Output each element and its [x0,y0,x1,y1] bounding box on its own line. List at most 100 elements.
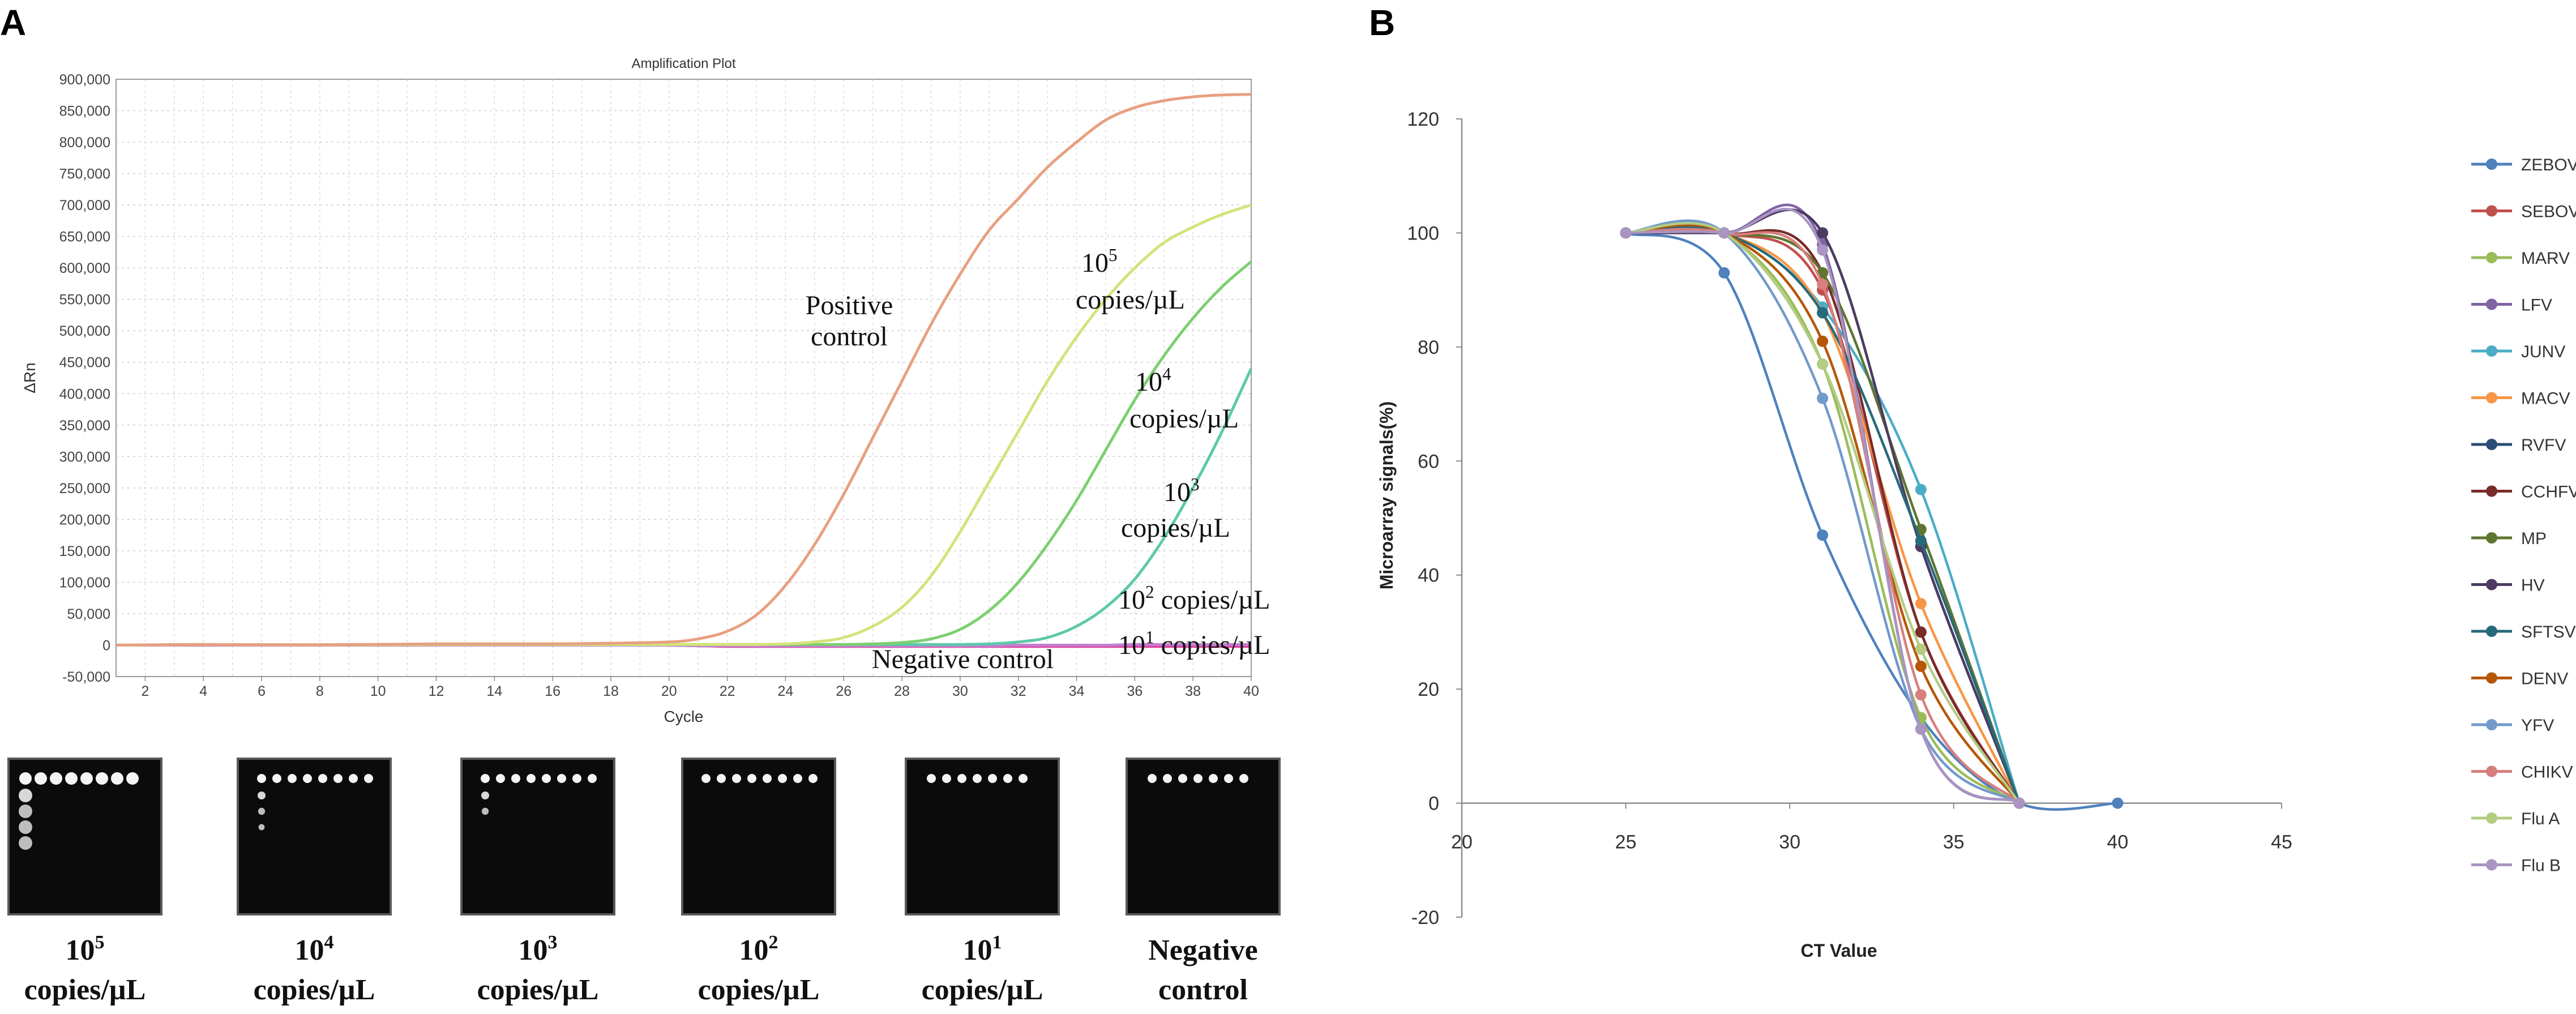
gel-side-dot [258,807,266,815]
legend-label: SEBOV [2521,203,2576,221]
y-tick-label: 450,000 [59,355,110,371]
y-tick-label: 850,000 [59,104,110,119]
data-point [1915,598,1927,610]
gel-frame [460,758,615,915]
series-line [115,93,1252,647]
gel-dot [272,774,281,783]
legend-marker [2486,719,2497,730]
legend-item: LFV [2471,296,2552,315]
gel-dot [1224,774,1233,783]
data-point [1817,358,1829,370]
legend-label: Flu A [2521,810,2560,828]
x-tick-label: 24 [778,683,794,699]
gel-label-line1: Negative [1148,934,1257,966]
y-tick-label: 50,000 [67,606,110,622]
gel-dot [1003,774,1012,783]
gel-frame [7,758,162,915]
gel-frame [1126,758,1281,915]
series-line [1625,219,2020,805]
gel-dot [588,774,597,783]
x-tick-label: 20 [661,683,677,699]
x-tick-label: 10 [370,683,386,699]
gel-dot [126,772,139,785]
x-tick-label: 34 [1069,683,1085,699]
x-tick-label: 45 [2271,832,2292,853]
gel-dot [527,774,536,783]
annot-positive-control-line: control [811,322,888,352]
y-tick-label: 300,000 [59,449,110,465]
gel-dot [80,772,93,785]
legend-marker [2486,672,2497,684]
y-tick-label: 0 [1428,793,1439,815]
x-tick-label: 25 [1615,832,1637,853]
y-tick-label: 500,000 [59,323,110,339]
annot-negative-control: Negative control [872,644,1054,674]
gel-dot [303,774,312,783]
y-tick-label: 600,000 [59,260,110,276]
x-tick-label: 40 [2107,832,2128,853]
data-point [1817,335,1829,347]
x-tick-label: 30 [1779,832,1800,853]
gel-frame [905,758,1060,915]
data-point [1915,643,1927,655]
gel-dot [481,774,490,783]
gel-side-dot [481,791,489,799]
legend-marker [2486,765,2497,777]
gel-label-line2: copies/µL [698,974,820,1006]
y-tick-label: 700,000 [59,198,110,213]
x-tick-label: 6 [258,683,266,699]
legend-label: Flu B [2521,857,2561,875]
y-tick-label: 400,000 [59,386,110,402]
gel-dot [557,774,566,783]
gel-label-line2: copies/µL [254,974,375,1006]
amplification-plot: -50,000 0 50,000 100,000 150,000 200,000 250,0… [21,56,1259,725]
legend-marker [2486,252,2497,263]
x-tick-label: 4 [199,683,207,699]
data-point [1915,660,1927,672]
annot-1e4-line: copies/µL [1129,404,1239,434]
legend-label: RVFV [2521,436,2566,455]
gel-dot [1148,774,1157,783]
series-line [1625,222,2021,804]
data-point [2013,797,2025,809]
y-axis-label: ΔRn [21,362,38,393]
gel-dot [111,772,123,785]
legend-marker [2486,485,2497,497]
y-tick-label: 350,000 [59,418,110,434]
gel-dot [65,772,78,785]
series-line [1625,232,2118,811]
gel-side-dot [19,789,32,802]
gel-dot [1239,774,1248,783]
gel-dot [778,774,787,783]
gel-side-dot [19,836,32,850]
annot-1e3-line: copies/µL [1121,513,1230,543]
gel-dot [957,774,966,783]
y-tick-label: 750,000 [59,166,110,182]
gel-frame [681,758,836,915]
gel-dot [701,774,711,783]
legend-marker [2486,392,2497,404]
series-zebov [1620,227,2124,811]
x-tick-label: 26 [836,683,851,699]
legend-item: SEBOV [2471,203,2576,221]
series-flu-b [1620,208,2025,809]
panel-label-a: A [0,2,26,43]
y-tick-label: 250,000 [59,481,110,497]
data-point [1817,227,1829,239]
gel-side-dot [481,807,489,815]
data-point [1915,723,1927,735]
legend-item: CHIKV [2471,763,2573,782]
y-tick-label: 200,000 [59,512,110,528]
x-tick-label: 36 [1127,683,1142,699]
x-tick-label: 8 [316,683,324,699]
data-point [1718,227,1730,239]
legend-label: HV [2521,576,2545,595]
gel-label-line2: control [1158,974,1248,1006]
gel-dot [96,772,108,785]
gel-1e5: 105 copies/µL [7,758,162,1006]
y-tick-label: 40 [1418,565,1439,587]
legend-marker [2486,532,2497,544]
legend-item: MACV [2471,390,2570,408]
legend-label: MP [2521,529,2547,548]
